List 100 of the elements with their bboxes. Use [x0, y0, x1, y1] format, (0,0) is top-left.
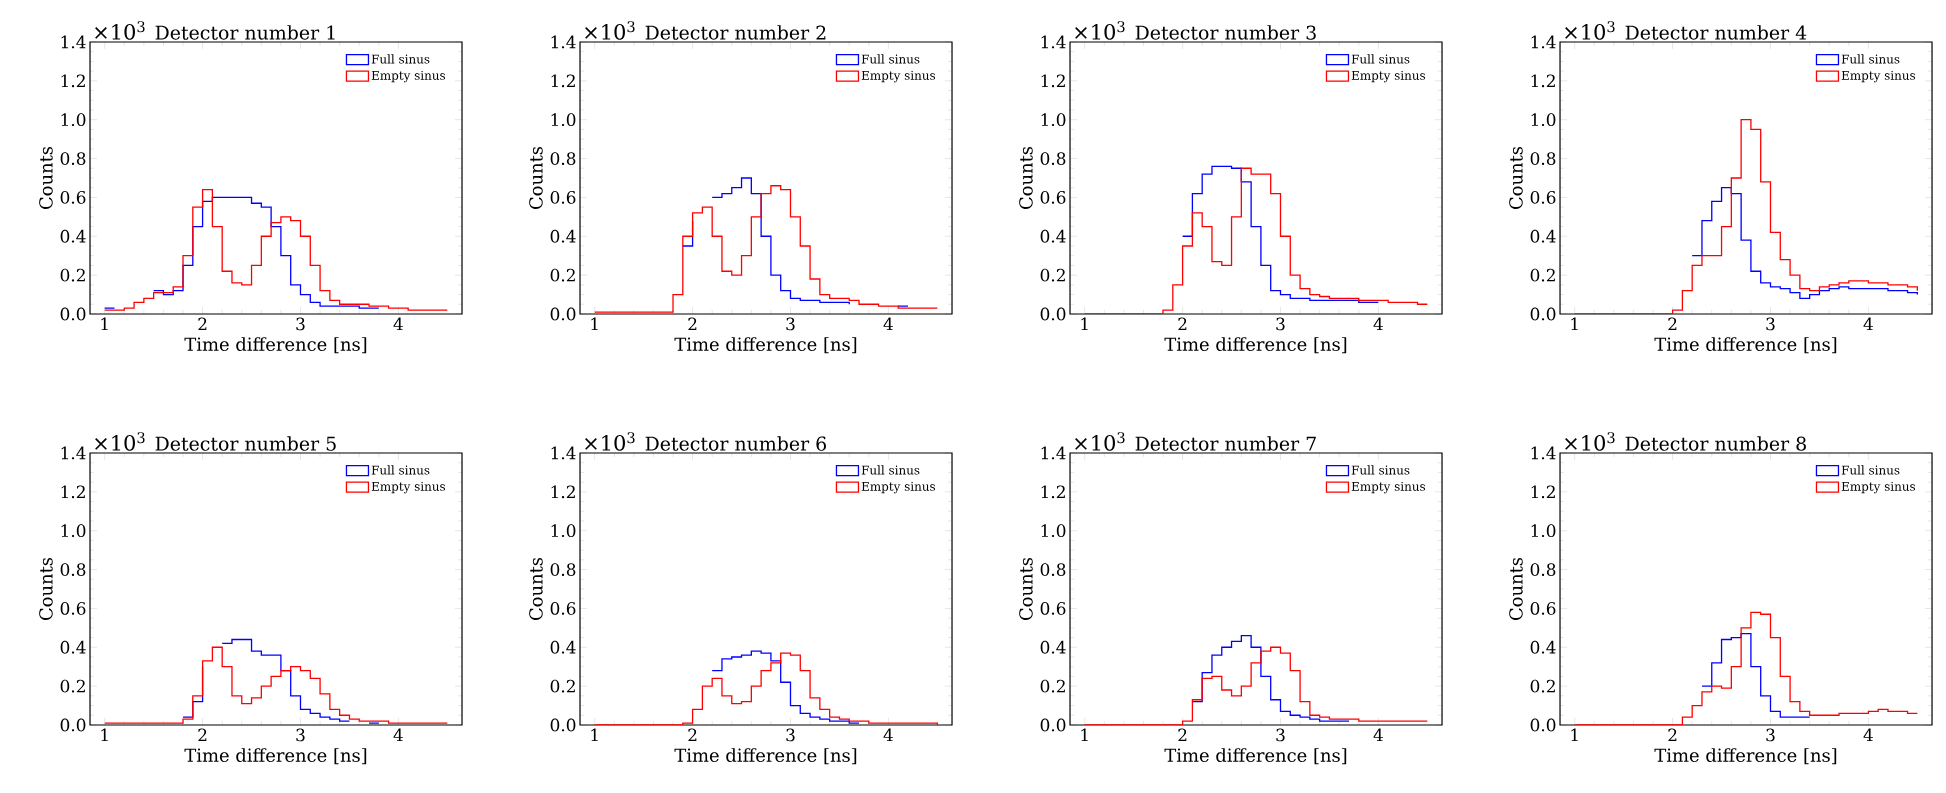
y-tick-label: 1.0: [61, 113, 86, 127]
y-tick-label: 0.0: [60, 307, 86, 321]
y-tick-label: 0.4: [550, 229, 576, 243]
text: ×10$^{3}$: [1565, 21, 1615, 40]
legend-label: Full sinus: [1841, 54, 1900, 64]
text: ×10$^{3}$: [95, 432, 145, 451]
y-tick-label: 0.2: [1040, 679, 1065, 693]
y-tick-label: 0.6: [1530, 191, 1556, 204]
x-tick-label: 3: [1276, 728, 1285, 742]
x-tick-label: 1: [101, 317, 108, 331]
y-tick-label: 1.2: [1041, 485, 1065, 499]
chart-title: Detector number 5: [155, 436, 336, 451]
y-tick-label: 0.0: [550, 307, 576, 321]
x-tick-label: 1: [1571, 728, 1578, 742]
y-tick-label: 0.0: [550, 718, 576, 732]
x-tick-label: 1: [1571, 317, 1578, 331]
legend-label: Full sinus: [1351, 54, 1410, 64]
x-tick-label: 3: [786, 317, 795, 331]
text: ×10$^{3}$: [1075, 432, 1125, 451]
y-tick-label: 0.4: [1040, 229, 1066, 243]
legend-label: Empty sinus: [371, 481, 446, 494]
x-axis-title: Time difference [ns]: [184, 748, 367, 765]
x-tick-label: 1: [591, 317, 598, 331]
x-tick-label: 4: [1863, 728, 1873, 742]
chart-title: Detector number 3: [1135, 25, 1316, 40]
y-tick-label: 0.6: [1530, 602, 1556, 615]
y-tick-label: 0.0: [1040, 718, 1066, 732]
x-tick-label: 2: [198, 317, 207, 331]
y-tick-label: 0.2: [550, 679, 575, 693]
y-tick-label: 1.0: [551, 524, 576, 538]
legend-label: Empty sinus: [861, 481, 936, 494]
x-axis-title: Time difference [ns]: [184, 337, 367, 354]
y-axis-title: Counts: [1019, 146, 1033, 209]
x-tick-label: 2: [1178, 728, 1187, 742]
y-tick-label: 0.6: [550, 602, 576, 615]
y-tick-label: 0.8: [550, 563, 576, 576]
y-tick-label: 1.4: [61, 35, 86, 49]
x-tick-label: 1: [1081, 728, 1088, 742]
legend-label: Empty sinus: [1351, 481, 1426, 494]
x-tick-label: 2: [1668, 317, 1677, 331]
y-tick-label: 1.4: [1041, 446, 1066, 460]
x-tick-label: 1: [101, 728, 108, 742]
legend-label: Full sinus: [861, 465, 920, 475]
y-tick-label: 1.0: [1531, 524, 1556, 538]
x-tick-label: 4: [393, 728, 403, 742]
y-tick-label: 0.4: [60, 229, 86, 243]
x-tick-label: 3: [1276, 317, 1285, 331]
y-tick-label: 1.4: [551, 35, 576, 49]
y-axis-title: Counts: [39, 557, 53, 620]
y-tick-label: 0.4: [550, 640, 576, 654]
legend-label: Full sinus: [861, 54, 920, 64]
y-tick-label: 0.0: [1530, 718, 1556, 732]
legend-label: Empty sinus: [1351, 70, 1426, 83]
x-tick-label: 4: [393, 317, 403, 331]
y-tick-label: 1.0: [1041, 113, 1066, 127]
x-axis-title: Time difference [ns]: [1164, 748, 1347, 765]
x-tick-label: 2: [1668, 728, 1677, 742]
x-tick-label: 4: [1863, 317, 1873, 331]
legend-label: Empty sinus: [371, 70, 446, 83]
y-tick-label: 0.6: [550, 191, 576, 204]
y-tick-label: 1.4: [1531, 446, 1556, 460]
y-tick-label: 0.0: [1530, 307, 1556, 321]
text: ×10$^{3}$: [585, 21, 635, 40]
y-tick-label: 0.8: [1040, 563, 1066, 576]
y-tick-label: 0.6: [60, 602, 86, 615]
legend-label: Full sinus: [1841, 465, 1900, 475]
y-tick-label: 1.2: [551, 485, 575, 499]
y-tick-label: 1.2: [1041, 74, 1065, 88]
legend-label: Empty sinus: [1841, 481, 1916, 494]
y-axis-title: Counts: [1019, 557, 1033, 620]
y-axis-title: Counts: [39, 146, 53, 209]
x-tick-label: 3: [296, 317, 305, 331]
x-axis-title: Time difference [ns]: [1654, 337, 1837, 354]
text: ×10$^{3}$: [585, 432, 635, 451]
y-tick-label: 1.4: [551, 446, 576, 460]
y-tick-label: 0.6: [1040, 602, 1066, 615]
y-tick-label: 0.0: [60, 718, 86, 732]
y-tick-label: 0.2: [60, 268, 85, 282]
y-tick-label: 1.4: [1041, 35, 1066, 49]
y-tick-label: 0.8: [550, 152, 576, 165]
chart-title: Detector number 6: [645, 436, 826, 451]
x-tick-label: 2: [1178, 317, 1187, 331]
y-tick-label: 0.8: [1040, 152, 1066, 165]
x-tick-label: 4: [1373, 317, 1383, 331]
y-tick-label: 1.4: [1531, 35, 1556, 49]
x-axis-title: Time difference [ns]: [1164, 337, 1347, 354]
chart-title: Detector number 8: [1625, 436, 1806, 451]
y-tick-label: 1.2: [1531, 74, 1555, 88]
x-tick-label: 2: [198, 728, 207, 742]
x-tick-label: 1: [591, 728, 598, 742]
y-tick-label: 0.4: [1530, 229, 1556, 243]
x-tick-label: 4: [883, 728, 893, 742]
y-tick-label: 1.0: [1041, 524, 1066, 538]
text: ×10$^{3}$: [1075, 21, 1125, 40]
y-tick-label: 1.2: [1531, 485, 1555, 499]
y-tick-label: 0.6: [60, 191, 86, 204]
x-tick-label: 2: [688, 728, 697, 742]
x-axis-title: Time difference [ns]: [674, 337, 857, 354]
y-tick-label: 0.2: [1530, 679, 1555, 693]
text: ×10$^{3}$: [95, 21, 145, 40]
